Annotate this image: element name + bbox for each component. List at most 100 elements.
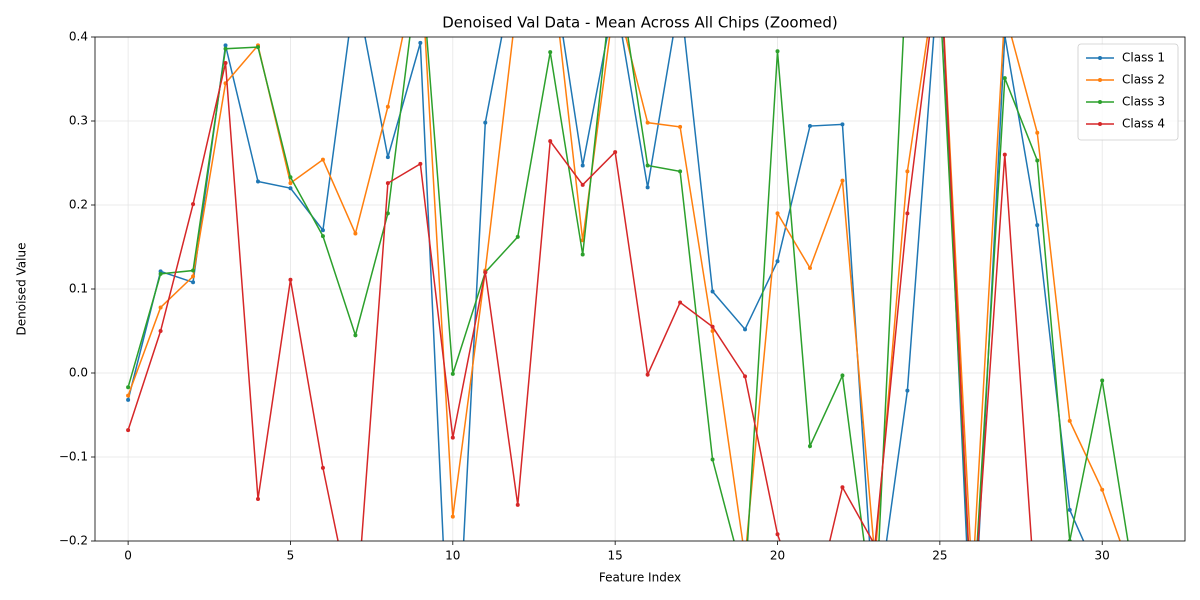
data-point <box>158 305 163 310</box>
data-point <box>1100 487 1105 492</box>
data-point <box>775 211 780 216</box>
data-point <box>840 122 845 127</box>
data-point <box>483 270 488 275</box>
data-point <box>418 161 423 166</box>
data-point <box>1035 158 1040 163</box>
y-tick-label: 0.3 <box>69 114 88 128</box>
legend-label: Class 1 <box>1122 51 1165 65</box>
data-point <box>191 280 196 285</box>
series-line <box>127 37 1033 541</box>
data-point <box>905 388 910 393</box>
data-point <box>191 268 196 273</box>
plot-area <box>126 37 1137 585</box>
axes-frame <box>94 36 1186 542</box>
data-point <box>353 333 358 338</box>
data-point <box>450 435 455 440</box>
y-tick-label: −0.1 <box>59 450 88 464</box>
data-point <box>1035 130 1040 135</box>
data-point <box>223 61 228 66</box>
legend-marker <box>1098 122 1102 126</box>
data-point <box>126 428 131 433</box>
data-point <box>255 45 260 50</box>
x-tick-label: 25 <box>932 549 947 563</box>
y-tick-label: 0.1 <box>69 282 88 296</box>
data-point <box>158 329 163 333</box>
data-point <box>775 49 780 54</box>
y-axis-label: Denoised Value <box>15 243 29 336</box>
data-point <box>288 181 293 186</box>
x-axis-label: Feature Index <box>599 571 681 585</box>
data-point <box>807 444 812 449</box>
legend-marker <box>1098 56 1102 60</box>
data-point <box>223 43 228 48</box>
data-point <box>1067 418 1072 423</box>
data-point <box>775 532 780 537</box>
data-point <box>970 581 974 585</box>
data-point <box>385 181 390 186</box>
data-point <box>1002 76 1007 81</box>
data-point <box>580 182 585 187</box>
data-point <box>515 502 520 507</box>
data-point <box>126 397 131 402</box>
data-point <box>1100 581 1104 585</box>
data-point <box>158 271 163 276</box>
data-point <box>126 385 131 390</box>
data-point <box>191 274 196 279</box>
data-point <box>288 277 293 282</box>
data-point <box>1067 539 1072 541</box>
data-point <box>613 150 618 155</box>
data-point <box>320 465 325 470</box>
data-point <box>353 231 358 236</box>
data-point <box>255 179 260 184</box>
data-point <box>1133 581 1137 585</box>
data-point <box>255 497 260 501</box>
data-point <box>710 457 715 462</box>
data-point <box>385 104 390 109</box>
data-point <box>223 46 228 51</box>
data-point <box>840 485 845 490</box>
x-tick-label: 5 <box>287 549 295 563</box>
data-point <box>710 329 715 333</box>
x-tick-label: 10 <box>445 549 460 563</box>
data-point <box>483 120 488 125</box>
series-line <box>127 37 1085 541</box>
data-point <box>645 372 650 377</box>
data-point <box>743 556 747 560</box>
legend-label: Class 4 <box>1122 117 1165 131</box>
data-point <box>580 163 585 168</box>
data-point <box>288 175 293 180</box>
x-tick-label: 0 <box>124 549 132 563</box>
data-point <box>678 169 683 174</box>
data-point <box>515 234 520 239</box>
data-point <box>743 581 747 585</box>
data-point <box>320 157 325 162</box>
data-point <box>678 300 683 305</box>
legend-label: Class 2 <box>1122 73 1165 87</box>
data-point <box>678 124 683 129</box>
data-point <box>743 327 748 332</box>
y-tick-label: 0.2 <box>69 198 88 212</box>
y-tick-label: 0.0 <box>69 366 88 380</box>
data-point <box>1002 152 1007 157</box>
data-point <box>873 543 877 547</box>
data-point <box>775 259 780 264</box>
data-point <box>288 186 293 191</box>
x-tick-label: 20 <box>770 549 785 563</box>
data-point <box>905 169 910 174</box>
data-point <box>580 252 585 257</box>
y-tick-label: −0.2 <box>59 534 88 548</box>
data-point <box>418 40 423 45</box>
data-point <box>807 266 812 270</box>
data-point <box>450 371 455 376</box>
data-point <box>320 234 325 239</box>
data-point <box>385 211 390 216</box>
data-point <box>1133 581 1137 585</box>
x-tick-label: 15 <box>608 549 623 563</box>
data-point <box>1067 507 1072 512</box>
legend-box <box>1077 43 1179 141</box>
data-point <box>710 324 715 329</box>
data-point <box>873 556 877 560</box>
data-point <box>905 211 910 216</box>
chart-title: Denoised Val Data - Mean Across All Chip… <box>442 14 838 32</box>
